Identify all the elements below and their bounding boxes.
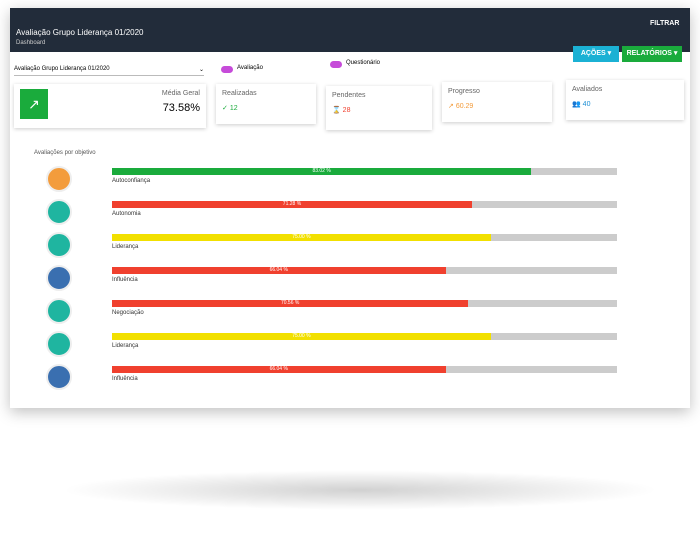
objective-icon [46, 265, 72, 291]
card-label: Pendentes [332, 92, 366, 99]
bar [112, 168, 532, 175]
objective-label: Influência [112, 376, 138, 382]
bar-label: 71.28 % [282, 201, 302, 207]
card: Realizadas ✓ 12 [216, 84, 316, 124]
objective-icon [46, 331, 72, 357]
toggle-label: Avaliação [237, 65, 263, 71]
objective-icon [46, 199, 72, 225]
dashboard: Avaliação Grupo Liderança 01/2020 Dashbo… [10, 8, 690, 408]
objective-label: Liderança [112, 343, 139, 349]
bar [112, 234, 491, 241]
shadow [60, 470, 660, 510]
bar-label: 75.00 % [292, 234, 311, 240]
icon: ↗ [20, 89, 48, 119]
section-title: Avaliações por objetivo [34, 150, 96, 156]
title: Avaliação Grupo Liderança 01/2020 [16, 28, 144, 37]
card-label: Progresso [448, 88, 480, 95]
card: Pendentes ⌛ 28 [326, 86, 432, 130]
objective-label: Negociação [112, 310, 144, 316]
bar-label: 75.00 % [292, 333, 311, 339]
toggle[interactable] [330, 61, 342, 68]
bar-label: 66.04 % [269, 366, 288, 372]
bar [112, 267, 446, 274]
filter-button[interactable]: FILTRAR [650, 20, 680, 27]
card-value: 40 [582, 101, 591, 108]
subtitle: Dashboard [16, 40, 46, 46]
objective-label: Liderança [112, 244, 139, 250]
objective-label: Influência [112, 277, 138, 283]
card-label: Média Geral [161, 90, 200, 97]
objective-label: Autoconfiança [112, 178, 151, 184]
bar-label: 83.02 % [312, 168, 331, 174]
card-value: 28 [342, 107, 351, 114]
bar [112, 366, 446, 373]
objective-icon [46, 298, 72, 324]
bar [112, 201, 472, 208]
select-text: Avaliação Grupo Liderança 01/2020 [14, 66, 110, 72]
reports-button[interactable]: RELATÓRIOS ▾ [622, 46, 682, 62]
bar-label: 66.04 % [269, 267, 288, 273]
bar [112, 300, 469, 307]
card-value: 12 [229, 105, 238, 112]
bar-label: 70.56 % [280, 300, 300, 306]
card: Progresso ↗ 60.29 [442, 82, 552, 122]
select[interactable]: Avaliação Grupo Liderança 01/2020 ⌄ [14, 66, 204, 76]
objective-label: Autonomia [112, 211, 141, 217]
bar [112, 333, 491, 340]
card: ↗ Média Geral 73.58% [14, 84, 206, 128]
objective-icon [46, 364, 72, 390]
objective-icon [46, 166, 72, 192]
card-label: Avaliados [572, 86, 603, 93]
header: Avaliação Grupo Liderança 01/2020 Dashbo… [10, 8, 690, 52]
toggle[interactable] [221, 66, 233, 73]
card-label: Realizadas [222, 90, 257, 97]
card: Avaliados 👥 40 [566, 80, 684, 120]
card-value: 60.29 [455, 103, 474, 110]
toggle-label: Questionário [346, 60, 381, 66]
card-value: 73.58% [162, 102, 200, 114]
actions-button[interactable]: AÇÕES ▾ [573, 46, 619, 62]
objective-icon [46, 232, 72, 258]
